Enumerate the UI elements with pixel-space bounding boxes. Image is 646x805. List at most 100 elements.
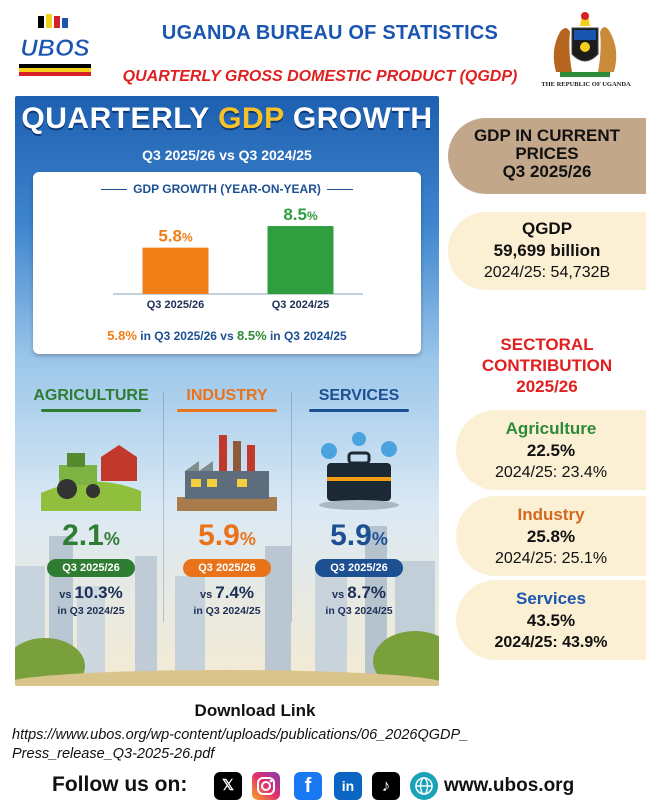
gdp-title-line: Q3 2025/26: [502, 162, 592, 181]
contribution-previous: 2024/25: 23.4%: [494, 464, 608, 481]
previous-number: 7.4%: [215, 583, 255, 602]
sector-previous-label: in Q3 2024/25: [193, 605, 261, 617]
category-label-1: Q3 2025/26: [147, 299, 205, 311]
contribution-share: 43.5%: [526, 611, 576, 630]
sector-period-badge: Q3 2025/26: [315, 559, 403, 577]
sector-growth-value: 5.9%: [295, 519, 423, 553]
bar-1: [142, 247, 209, 294]
gdp-title-line: GDP IN CURRENT: [473, 126, 621, 145]
header: UBOS UGANDA BUREAU OF STATISTICS QUARTER…: [0, 0, 646, 95]
sector-growth-unit: %: [103, 529, 120, 549]
sector-growth-value: 5.9%: [163, 519, 291, 553]
sector-previous-value: vs 10.3%: [27, 583, 155, 603]
category-label-2: Q3 2024/25: [272, 299, 330, 311]
contribution-sector-name: Services: [516, 589, 586, 608]
download-url-line[interactable]: Press_release_Q3-2025-26.pdf: [12, 746, 215, 762]
contribution-sector-name: Industry: [517, 505, 585, 524]
coat-of-arms-icon: [553, 12, 617, 77]
title-part-growth: GROWTH: [284, 102, 433, 135]
qgdp-card: QGDP 59,699 billion 2024/25: 54,732B: [448, 212, 646, 290]
sector-growth-number: 2.1: [62, 519, 104, 552]
gdp-growth-chart: GDP GROWTH (YEAR-ON-YEAR) 5.8% Q3 2025/26…: [33, 172, 421, 354]
download-link-label: Download Link: [194, 701, 316, 720]
sector-underline: [41, 409, 141, 412]
bar-value-label-1: 5.8%: [158, 227, 193, 246]
sector-growth-unit: %: [371, 529, 388, 549]
sector-name: INDUSTRY: [186, 387, 268, 404]
sector-growth-number: 5.9: [330, 519, 372, 552]
gdp-title-line: PRICES: [515, 144, 579, 163]
sectoral-contribution-heading: SECTORAL CONTRIBUTION 2025/26: [448, 334, 646, 397]
report-title: QUARTERLY GROSS DOMESTIC PRODUCT (QGDP): [122, 68, 518, 85]
download-link-url[interactable]: https://www.ubos.org/wp-content/uploads/…: [12, 726, 612, 764]
sector-divider: [163, 392, 164, 622]
sectoral-heading-line: SECTORAL: [500, 335, 594, 354]
republic-text: THE REPUBLIC OF UGANDA: [541, 81, 631, 88]
sector-underline: [177, 409, 277, 412]
sector-previous-value: vs 8.7%: [295, 583, 423, 603]
contribution-share: 22.5%: [526, 441, 576, 460]
contribution-previous: 2024/25: 25.1%: [494, 550, 608, 567]
chart-footer-text-1: in Q3 2025/26 vs: [136, 329, 237, 343]
gdp-current-prices-title: GDP IN CURRENT PRICES Q3 2025/26: [448, 118, 646, 194]
ubos-logo: UBOS: [19, 14, 91, 76]
follow-us-label: Follow us on:: [52, 773, 188, 796]
sector-previous-label: in Q3 2024/25: [325, 605, 393, 617]
org-title: UGANDA BUREAU OF STATISTICS: [161, 22, 499, 44]
linkedin-icon[interactable]: in: [334, 772, 362, 800]
vs-label: vs: [59, 589, 75, 601]
sector-period-badge: Q3 2025/26: [47, 559, 135, 577]
chart-footer-text-2: in Q3 2024/25: [266, 329, 347, 343]
sector-growth-value: 2.1%: [27, 519, 155, 553]
vs-label: vs: [331, 589, 348, 601]
sector-growth-number: 5.9: [198, 519, 240, 552]
chart-footer-value-1: 5.8%: [107, 328, 137, 343]
briefcase-icon: [319, 432, 399, 510]
infographic-panel: QUARTERLY GDP GROWTH Q3 2025/26 vs Q3 20…: [15, 96, 439, 686]
contribution-share: 25.8%: [526, 527, 576, 546]
contribution-previous: 2024/25: 43.9%: [494, 634, 608, 651]
bar-chart: 5.8% Q3 2025/26 8.5% Q3 2024/25: [113, 205, 363, 311]
sectoral-heading-line: 2025/26: [516, 377, 578, 396]
sector-name: AGRICULTURE: [33, 387, 149, 404]
contribution-card-industry: Industry 25.8% 2024/25: 25.1%: [456, 496, 646, 576]
ubos-logo-text: UBOS: [20, 35, 89, 62]
previous-number: 8.7%: [347, 583, 387, 602]
sector-industry: INDUSTRY 5.9% Q3 2025/26 vs 7.4% in Q3 2…: [163, 379, 291, 629]
globe-icon[interactable]: [410, 772, 438, 800]
title-part-quarterly: QUARTERLY: [21, 102, 219, 135]
sector-underline: [309, 409, 409, 412]
tractor-icon: [41, 445, 141, 511]
download-url-line[interactable]: https://www.ubos.org/wp-content/uploads/…: [12, 727, 469, 743]
infographic-title: QUARTERLY GDP GROWTH: [15, 102, 439, 136]
facebook-icon[interactable]: f: [294, 772, 322, 800]
bar-value-label-2: 8.5%: [283, 205, 318, 224]
bar-2: [267, 226, 334, 294]
sector-services: SERVICES 5.9% Q3 2025/26 vs 8.7% in Q3 2…: [295, 379, 423, 629]
infographic-subtitle: Q3 2025/26 vs Q3 2024/25: [142, 147, 312, 163]
qgdp-value: 59,699 billion: [493, 241, 601, 260]
sector-agriculture: AGRICULTURE 2.1% Q3 2025/26 vs 10.3% in …: [27, 379, 155, 629]
tiktok-icon[interactable]: ♪: [372, 772, 400, 800]
sector-divider: [291, 392, 292, 622]
title-part-gdp: GDP: [218, 102, 285, 135]
chart-title: GDP GROWTH (YEAR-ON-YEAR): [33, 182, 421, 196]
previous-number: 10.3%: [74, 583, 123, 602]
contribution-sector-name: Agriculture: [505, 419, 597, 438]
vs-label: vs: [199, 589, 216, 601]
contribution-card-services: Services 43.5% 2024/25: 43.9%: [456, 580, 646, 660]
sector-period-badge: Q3 2025/26: [183, 559, 271, 577]
factory-icon: [177, 435, 277, 511]
contribution-card-agriculture: Agriculture 22.5% 2024/25: 23.4%: [456, 410, 646, 490]
sector-growth-unit: %: [239, 529, 256, 549]
follow-us-row: Follow us on: 𝕏 f in ♪ www.ubos.org: [0, 770, 646, 802]
qgdp-previous: 2024/25: 54,732B: [483, 264, 611, 281]
x-icon[interactable]: 𝕏: [214, 772, 242, 800]
sectoral-heading-line: CONTRIBUTION: [481, 356, 613, 375]
chart-footer-value-2: 8.5%: [237, 328, 267, 343]
instagram-icon[interactable]: [252, 772, 280, 800]
website-link[interactable]: www.ubos.org: [444, 775, 575, 796]
sector-previous-value: vs 7.4%: [163, 583, 291, 603]
sector-name: SERVICES: [318, 387, 400, 404]
chart-footer: 5.8% in Q3 2025/26 vs 8.5% in Q3 2024/25: [33, 328, 421, 343]
